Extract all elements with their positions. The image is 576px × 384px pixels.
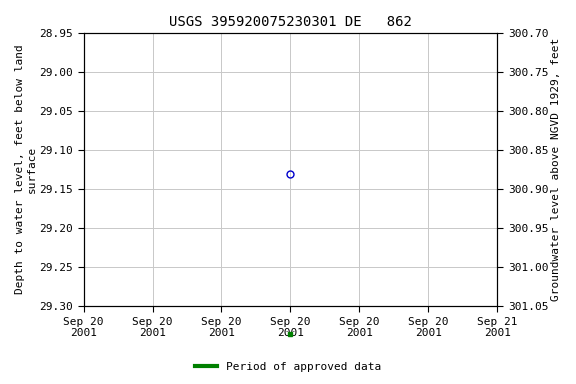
Y-axis label: Depth to water level, feet below land
surface: Depth to water level, feet below land su… [15,45,37,295]
Y-axis label: Groundwater level above NGVD 1929, feet: Groundwater level above NGVD 1929, feet [551,38,561,301]
Legend: Period of approved data: Period of approved data [191,358,385,377]
Title: USGS 395920075230301 DE   862: USGS 395920075230301 DE 862 [169,15,412,29]
